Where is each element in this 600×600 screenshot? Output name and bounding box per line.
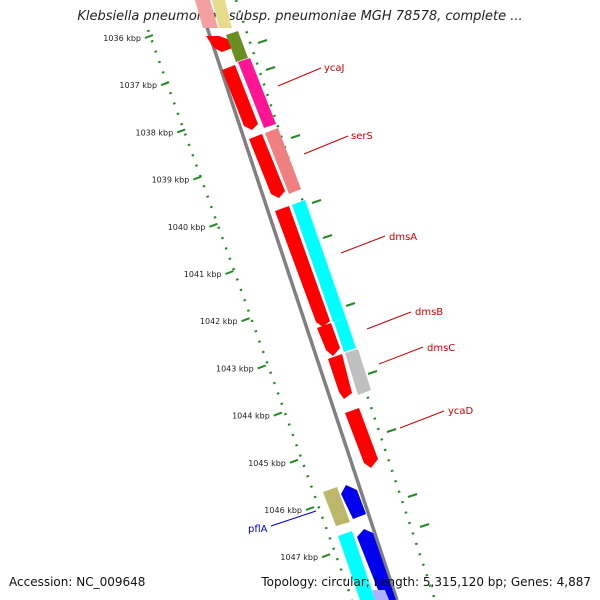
cds-1037 — [222, 65, 258, 130]
gene-serS-shape — [265, 128, 301, 194]
gene-label-dmsA: dmsA — [389, 232, 417, 243]
leader-pflA — [270, 510, 317, 527]
kbp-tick-label: 1037 kbp — [119, 81, 157, 90]
leader-dmsC — [378, 346, 424, 365]
leader-ycaD — [399, 410, 445, 429]
kbp-tick-mark — [289, 458, 299, 464]
gene-label-ycaJ: ycaJ — [324, 63, 345, 74]
genome-backbone — [196, 0, 399, 600]
kbp-tick-label: 1041 kbp — [184, 270, 222, 279]
kbp-tick-mark — [144, 34, 154, 39]
cds-1040 — [275, 206, 330, 327]
kbp-tick-mark — [209, 222, 218, 228]
kbp-tick-label: 1046 kbp — [264, 506, 302, 515]
inner-scale-line — [146, 29, 354, 600]
kbp-tick-label: 1047 kbp — [280, 553, 318, 562]
kbp-tick-label: 1039 kbp — [152, 176, 190, 185]
kbp-tick-label: 1042 kbp — [200, 317, 238, 326]
gene-label-dmsC: dmsC — [427, 343, 455, 354]
feature-lavender-bottom — [372, 590, 389, 600]
kbp-tick-mark — [176, 128, 186, 134]
kbp-tick-mark — [192, 175, 202, 181]
accession-label: Accession: NC_009648 — [9, 575, 146, 589]
feature-cyan-1047 — [338, 531, 375, 600]
kbp-tick-label: 1044 kbp — [232, 412, 270, 421]
gene-dmsC-shape — [345, 349, 371, 395]
kbp-tick-label: 1038 kbp — [135, 128, 173, 137]
kbp-tick-label: 1040 kbp — [168, 223, 206, 232]
topology-summary: Topology: circular; Length: 5,315,120 bp… — [261, 575, 591, 589]
gene-ycaD-shape — [345, 408, 378, 468]
kbp-tick-labels: 1036 kbp 1037 kbp 1038 kbp 1039 kbp 1040 kbp… — [103, 34, 331, 562]
kbp-tick-label: 1036 kbp — [103, 34, 141, 43]
cds-1043 — [328, 354, 352, 399]
kbp-tick-mark — [273, 411, 283, 417]
feature-khaki-1046 — [323, 487, 350, 526]
gene-label-pflA: pflA — [248, 524, 268, 535]
leader-dmsB — [366, 311, 412, 330]
leader-serS — [303, 135, 349, 155]
gene-label-serS: serS — [351, 131, 373, 142]
kbp-tick-mark — [257, 364, 267, 370]
inner-scale — [146, 29, 354, 600]
feature-olive-1 — [226, 31, 248, 62]
gene-ycaJ-shape — [238, 58, 276, 128]
kbp-tick-mark — [305, 506, 315, 511]
gene-pflA-shape — [341, 485, 366, 519]
kbp-tick-label: 1045 kbp — [248, 459, 286, 468]
gene-label-dmsB: dmsB — [415, 307, 443, 318]
kbp-tick-label: 1043 kbp — [216, 364, 254, 373]
cds-1038 — [249, 134, 285, 198]
map-title: Klebsiella pneumoniae subsp. pneumoniae … — [77, 9, 523, 24]
cds-reverse-1047 — [357, 529, 396, 600]
leader-ycaJ — [277, 67, 322, 87]
feature-top-khaki — [212, 0, 232, 28]
kbp-tick-mark — [225, 270, 234, 275]
kbp-tick-mark — [321, 553, 331, 559]
kbp-tick-mark — [160, 81, 170, 87]
kbp-tick-mark — [241, 317, 250, 323]
leader-dmsA — [340, 235, 386, 254]
gene-label-ycaD: ycaD — [448, 406, 474, 417]
cds-1042 — [317, 323, 340, 356]
cds-top-red — [206, 36, 232, 52]
outer-ticks — [257, 39, 430, 528]
feature-top-pink — [195, 0, 218, 28]
gene-dmsB-shape — [334, 318, 356, 352]
gene-dmsA-shape — [292, 200, 346, 322]
